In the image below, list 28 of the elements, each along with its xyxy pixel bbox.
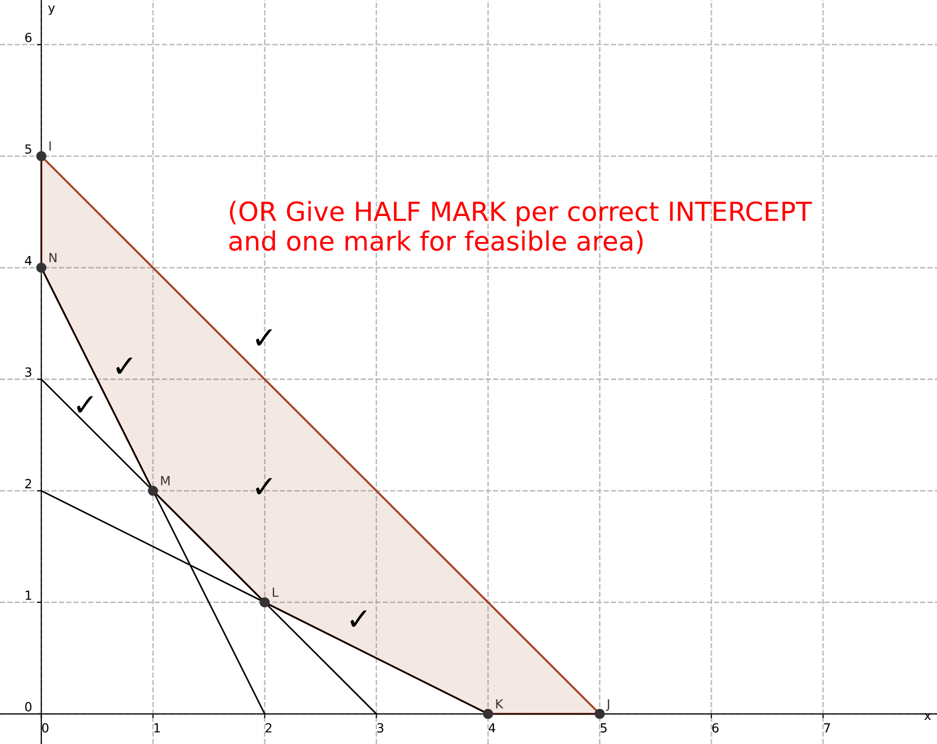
x-tick-label: 0	[42, 723, 48, 733]
y-tick-label: 6	[25, 32, 32, 42]
x-tick-label: 7	[824, 723, 830, 732]
y-tick-label: 1	[26, 590, 32, 600]
y-tick-label: 0	[25, 702, 32, 712]
x-tick-label: 4	[488, 723, 496, 732]
annotation: ✓	[116, 357, 132, 374]
annotation: M	[161, 476, 170, 486]
annotation: N	[49, 253, 56, 262]
annotation: L	[272, 588, 279, 597]
y-tick-label: 4	[24, 256, 32, 266]
y-tick-label: 2	[25, 478, 32, 488]
x-tick-label: 3	[377, 723, 384, 733]
x-tick-label: 5	[600, 723, 607, 733]
annotation: ✓	[77, 396, 93, 412]
annotation: ✓	[350, 610, 366, 627]
y-tick-label: 3	[25, 367, 32, 377]
annotation: K	[496, 699, 504, 708]
annotation: ✓	[256, 478, 272, 494]
annotation: ✓	[256, 329, 272, 346]
annotation: I	[49, 141, 51, 151]
y-tick-label: 5	[25, 144, 32, 154]
x-tick-label: 2	[266, 723, 272, 732]
annotation: (OR Give HALF MARK per correct INTERCEPT and one mark for feasible area)	[229, 200, 812, 254]
y-axis-title: y	[48, 5, 55, 15]
annotation: J	[606, 699, 610, 711]
x-tick-label: 1	[154, 723, 160, 732]
x-tick-label: 6	[712, 723, 719, 733]
